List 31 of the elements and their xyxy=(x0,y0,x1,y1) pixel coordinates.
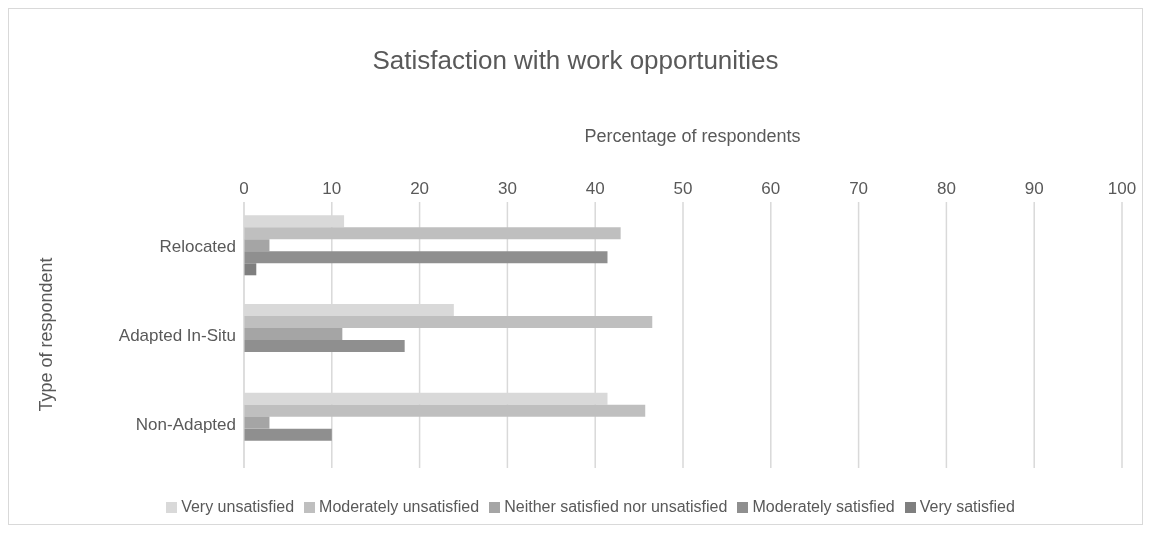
legend-label: Moderately satisfied xyxy=(752,498,895,515)
x-tick-label: 40 xyxy=(585,179,605,198)
x-tick-label: 90 xyxy=(1024,179,1044,198)
bar xyxy=(244,416,270,429)
x-axis-title: Percentage of respondents xyxy=(583,126,802,147)
legend-label: Very satisfied xyxy=(919,498,1015,515)
x-tick-label: 20 xyxy=(410,179,430,198)
x-tick-label: 70 xyxy=(849,179,869,198)
x-tick-label: 60 xyxy=(761,179,781,198)
bar xyxy=(244,339,405,352)
x-tick-label: 100 xyxy=(1107,179,1137,198)
y-tick-label: Non-Adapted xyxy=(135,414,236,434)
x-tick-label: 0 xyxy=(239,179,249,198)
x-tick-label: 50 xyxy=(673,179,693,198)
legend-label: Very unsatisfied xyxy=(181,498,295,515)
legend-label: Moderately unsatisfied xyxy=(319,498,480,515)
y-tick-label: Relocated xyxy=(159,237,236,257)
x-tick-label: 80 xyxy=(936,179,956,198)
bar xyxy=(244,251,608,264)
bar xyxy=(244,315,653,328)
y-axis-title: Type of respondent xyxy=(35,256,57,412)
legend-label: Neither satisfied nor unsatisfied xyxy=(504,498,728,515)
x-tick-label: 10 xyxy=(322,179,342,198)
x-tick-label: 30 xyxy=(497,179,517,198)
y-tick-label: Adapted In-Situ xyxy=(118,326,236,346)
bar xyxy=(244,227,621,240)
bar xyxy=(244,239,270,252)
bar xyxy=(244,327,343,340)
chart-title: Satisfaction with work opportunities xyxy=(371,45,780,76)
bar xyxy=(244,428,332,441)
bar xyxy=(244,404,646,417)
